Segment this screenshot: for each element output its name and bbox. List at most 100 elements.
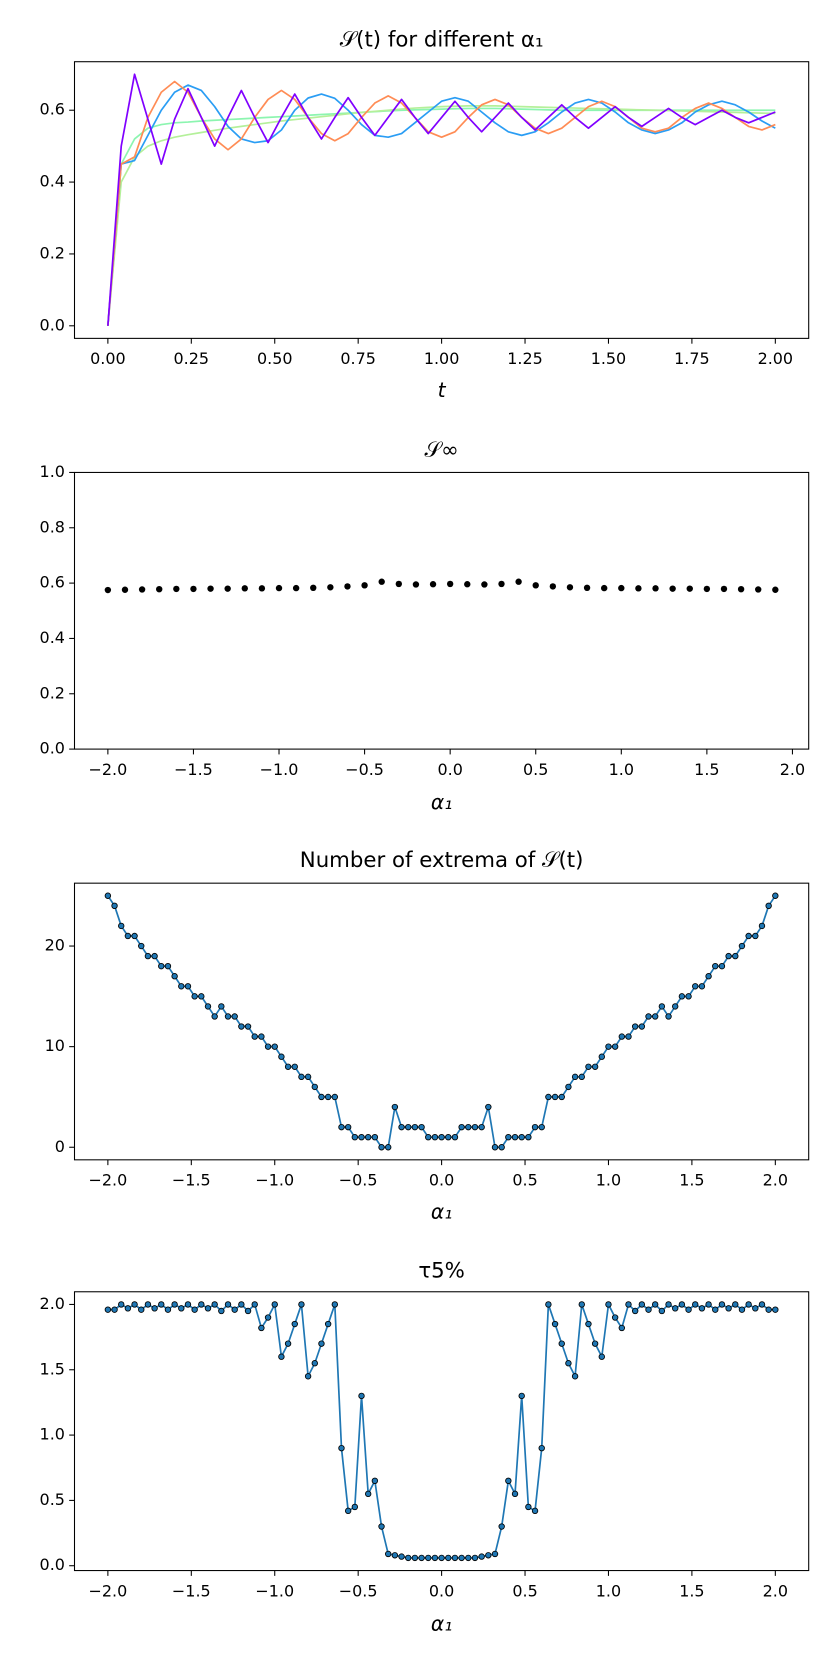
x-tick-label: 1.0 — [596, 1171, 621, 1190]
data-point — [292, 584, 300, 592]
data-point — [324, 1320, 332, 1328]
y-tick-label: 1.0 — [40, 462, 65, 481]
data-point — [571, 1373, 579, 1380]
data-point — [184, 1301, 192, 1308]
data-point — [411, 1123, 419, 1131]
y-tick-label: 0.4 — [40, 628, 65, 647]
data-point — [611, 1314, 619, 1321]
data-point — [156, 585, 163, 593]
data-point — [498, 580, 505, 588]
data-point — [138, 1306, 145, 1313]
data-point — [598, 1353, 605, 1360]
data-point — [672, 1305, 679, 1312]
data-point — [538, 1123, 545, 1131]
x-axis-label: α₁ — [431, 790, 452, 814]
data-point — [204, 1003, 212, 1010]
data-point — [720, 585, 728, 593]
data-point — [171, 1301, 178, 1308]
data-point — [518, 1392, 525, 1400]
data-point — [737, 585, 745, 593]
data-point — [304, 1373, 312, 1380]
data-point — [258, 1033, 265, 1040]
x-tick-label: 1.5 — [679, 1581, 704, 1600]
data-point — [251, 1301, 258, 1308]
data-point — [631, 1023, 639, 1030]
data-point — [395, 580, 403, 588]
data-point — [652, 585, 659, 592]
data-point — [171, 973, 178, 980]
data-point — [558, 1340, 565, 1347]
data-point — [324, 1093, 332, 1101]
x-tick-label: 2.0 — [763, 1581, 788, 1600]
data-point — [451, 1133, 459, 1141]
data-point — [545, 1093, 552, 1101]
data-point — [491, 1144, 499, 1151]
data-point — [583, 584, 591, 592]
x-tick-label: −2.0 — [88, 1171, 127, 1190]
data-point — [391, 1103, 399, 1111]
data-point — [338, 1444, 345, 1452]
y-tick-label: 0.8 — [40, 517, 65, 536]
data-point — [625, 1033, 632, 1040]
data-point — [525, 1133, 532, 1141]
data-point — [738, 1306, 746, 1313]
data-point — [331, 1301, 339, 1308]
data-point — [658, 1003, 666, 1010]
data-point — [685, 993, 692, 1000]
data-point — [431, 1554, 439, 1562]
data-point — [705, 1301, 712, 1308]
data-point — [351, 1503, 359, 1511]
data-point — [678, 993, 686, 1000]
data-point — [378, 1523, 385, 1530]
data-point — [358, 1392, 365, 1400]
data-point — [703, 585, 711, 593]
data-point — [378, 578, 385, 585]
data-point — [291, 1320, 298, 1328]
data-point — [284, 1340, 292, 1347]
data-point — [618, 1324, 626, 1332]
x-tick-label: −0.5 — [339, 1171, 378, 1190]
y-tick-label: 10 — [45, 1036, 65, 1055]
data-point — [645, 1306, 652, 1313]
data-point — [758, 922, 766, 930]
data-point — [371, 1477, 379, 1484]
data-point — [244, 1307, 252, 1315]
x-axis-label: α₁ — [431, 1611, 452, 1635]
x-tick-label: 1.0 — [609, 760, 634, 779]
y-tick-label: 0 — [55, 1137, 65, 1156]
data-point — [665, 1301, 672, 1308]
data-point — [566, 584, 574, 591]
data-point — [271, 1043, 278, 1050]
data-point — [578, 1073, 585, 1081]
data-point — [481, 581, 488, 588]
data-point — [385, 1144, 392, 1151]
x-tick-label: 0.00 — [90, 349, 126, 368]
data-point — [758, 1301, 766, 1308]
x-tick-label: 2.0 — [763, 1171, 788, 1190]
data-point — [545, 1301, 552, 1308]
data-point — [732, 952, 739, 960]
x-axis-label: α₁ — [431, 1200, 452, 1224]
data-point — [498, 1523, 505, 1530]
data-point — [431, 1133, 439, 1141]
data-point — [344, 1123, 352, 1131]
data-point — [645, 1013, 652, 1020]
x-tick-label: −1.5 — [172, 1581, 211, 1600]
data-point — [238, 1301, 245, 1308]
data-point — [651, 1301, 659, 1308]
data-point — [198, 993, 205, 1000]
x-tick-label: −1.5 — [174, 760, 213, 779]
data-point — [218, 1003, 225, 1010]
data-point — [698, 1305, 706, 1312]
data-point — [755, 586, 762, 593]
y-tick-label: 0.6 — [40, 100, 65, 119]
data-point — [738, 942, 746, 950]
data-point — [638, 1301, 646, 1308]
data-point — [705, 973, 712, 980]
data-point — [772, 892, 779, 899]
x-axis-label: t — [438, 378, 447, 402]
data-point — [405, 1554, 412, 1562]
data-point — [311, 1083, 318, 1091]
data-point — [725, 952, 732, 960]
data-point — [752, 932, 759, 940]
